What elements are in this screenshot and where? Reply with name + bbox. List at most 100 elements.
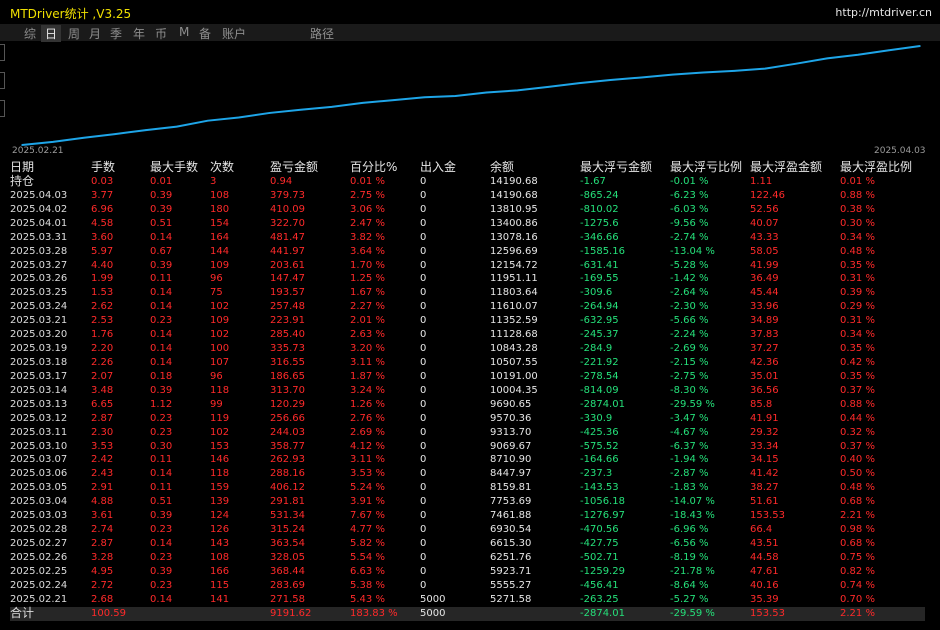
tab-10[interactable]: 账户 [222,27,247,41]
tab-7[interactable]: 币 [155,27,168,41]
left-scroll-handle[interactable] [0,72,5,89]
table-cell: 2.42 [91,454,114,466]
table-cell: -1276.97 [580,510,625,522]
tab-1[interactable]: 综 [24,27,37,41]
table-row[interactable]: 2025.03.13 6.65 1.12 99 120.29 1.26 % 0 9690.65… [10,398,925,412]
table-row[interactable]: 2025.03.06 2.43 0.14 118 288.16 3.53 % 0 8447.9… [10,467,925,481]
table-cell: 0.11 [150,482,173,494]
table-row[interactable]: 2025.03.19 2.20 0.14 100 335.73 3.20 % 0 10843.… [10,342,925,356]
column-header: 出入金 [420,160,457,175]
table-row[interactable]: 2025.03.05 2.91 0.11 159 406.12 5.24 % 0 8159.8… [10,481,925,495]
table-cell: -6.56 % [670,537,709,549]
tab-4[interactable]: 月 [89,27,102,41]
table-cell: 0.70 % [840,593,875,605]
table-cell: 120.29 [270,398,305,410]
table-row[interactable]: 2025.03.25 1.53 0.14 75 193.57 1.67 % 0 11803.6… [10,286,925,300]
tab-6[interactable]: 年 [133,27,146,41]
balance-point [361,102,364,104]
table-cell: 2025.03.28 [10,245,68,257]
table-row[interactable]: 2025.03.03 3.61 0.39 124 531.34 7.67 % 0 7461.8… [10,509,925,523]
table-cell: 0 [420,440,427,452]
table-cell: 5555.27 [490,579,532,591]
table-row[interactable]: 2025.03.10 3.53 0.30 153 358.77 4.12 % 0 9069.6… [10,440,925,454]
table-row[interactable]: 2025.04.03 3.77 0.39 108 379.73 2.75 % 0 14190.… [10,189,925,203]
table-row[interactable]: 2025.03.17 2.07 0.18 96 186.65 1.87 % 0 10191.0… [10,370,925,384]
table-cell: -6.23 % [670,189,709,201]
table-cell: 3.20 % [350,343,385,355]
table-cell: 9570.36 [490,412,532,424]
tab-11[interactable]: 路径 [310,27,335,41]
table-row[interactable]: 2025.03.26 1.99 0.11 96 147.47 1.25 % 0 11951.1… [10,272,925,286]
table-cell: 8447.97 [490,468,532,480]
table-cell: 100 [210,343,230,355]
table-cell: -2.15 % [670,356,709,368]
table-row[interactable]: 2025.03.21 2.53 0.23 109 223.91 2.01 % 0 11352.… [10,314,925,328]
table-row[interactable]: 2025.03.18 2.26 0.14 107 316.55 3.11 % 0 10507.… [10,356,925,370]
table-cell: 33.34 [750,440,779,452]
table-cell: 2025.04.01 [10,217,68,229]
table-cell: 4.77 % [350,524,385,536]
table-cell: 42.36 [750,356,779,368]
left-scroll-handle[interactable] [0,44,5,61]
table-cell: 257.48 [270,301,305,313]
table-row[interactable]: 2025.03.11 2.30 0.23 102 244.03 2.69 % 0 9313.7… [10,426,925,440]
tab-9[interactable]: 备 [199,27,212,41]
table-row[interactable]: 2025.02.28 2.74 0.23 126 315.24 4.77 % 0 6930.5… [10,523,925,537]
table-cell: 0.75 % [840,551,875,563]
table-cell: 1.25 % [350,273,385,285]
table-cell: -221.92 [580,356,619,368]
table-row[interactable]: 2025.03.24 2.62 0.14 102 257.48 2.27 % 0 11610.… [10,300,925,314]
table-cell: 2025.03.21 [10,315,68,327]
table-cell: -5.66 % [670,315,709,327]
table-cell: 2025.03.14 [10,384,68,396]
table-cell: 0.30 [150,440,173,452]
table-row[interactable]: 2025.03.14 3.48 0.39 118 313.70 3.24 % 0 10004.… [10,384,925,398]
table-cell: 0 [420,176,427,187]
table-row[interactable]: 2025.03.20 1.76 0.14 102 285.40 2.63 % 0 11128.… [10,328,925,342]
table-cell: 0.23 [150,315,173,327]
balance-point [145,129,147,131]
holding-row[interactable]: 持仓 0.03 0.01 3 0.94 0.01 % 0 14190.68 -1.67 -0.01… [10,174,925,189]
balance-point [795,62,797,65]
table-row[interactable]: 2025.02.24 2.72 0.23 115 283.69 5.38 % 0 5555.2… [10,579,925,593]
table-row[interactable]: 2025.02.21 2.68 0.14 141 271.58 5.43 % 5000 527… [10,593,925,607]
table-cell: 0.11 [150,273,173,285]
table-cell: 0.40 % [840,454,875,466]
table-row[interactable]: 2025.03.04 4.88 0.51 139 291.81 3.91 % 0 7753.6… [10,495,925,509]
table-cell: 10004.35 [490,384,538,396]
table-cell: 0.82 % [840,565,875,577]
table-row[interactable]: 2025.04.01 4.58 0.51 154 322.70 2.47 % 0 13400.… [10,217,925,231]
table-row[interactable]: 2025.03.27 4.40 0.39 109 203.61 1.70 % 0 12154.… [10,259,925,273]
table-cell: 0.14 [150,343,173,355]
table-cell: 335.73 [270,343,305,355]
table-row[interactable]: 2025.02.26 3.28 0.23 108 328.05 5.54 % 0 6251.7… [10,551,925,565]
table-row[interactable]: 2025.03.28 5.97 0.67 144 441.97 3.64 % 0 12596.… [10,245,925,259]
table-cell: 285.40 [270,329,305,341]
tab-5[interactable]: 季 [110,27,123,41]
table-cell: 119 [210,412,230,424]
tab-2[interactable]: 日 [41,25,62,42]
table-row[interactable]: 2025.03.12 2.87 0.23 119 256.66 2.76 % 0 9570.3… [10,412,925,426]
table-cell: -575.52 [580,440,619,452]
table-cell: 315.24 [270,524,305,536]
table-cell: 118 [210,384,230,396]
table-cell: 0.50 % [840,468,875,480]
website-link[interactable]: http://mtdriver.cn [835,6,932,19]
table-cell: 0.68 % [840,496,875,508]
tab-3[interactable]: 周 [68,27,81,41]
table-cell: -9.56 % [670,217,709,229]
total-row[interactable]: 合计 100.59 9191.62 183.83 % 5000 -2874.01 -29.5… [10,606,925,621]
table-row[interactable]: 2025.03.31 3.60 0.14 164 481.47 3.82 % 0 13078.… [10,231,925,245]
table-cell: 0 [420,301,427,313]
left-scroll-handle[interactable] [0,100,5,117]
table-cell: 0 [420,245,427,257]
table-cell: 43.51 [750,537,779,549]
table-row[interactable]: 2025.02.27 2.87 0.14 143 363.54 5.82 % 0 6615.3… [10,537,925,551]
table-cell: 2025.03.10 [10,440,68,452]
title-bar: MTDriver统计 ,V3.25 http://mtdriver.cn [0,0,940,24]
tab-8[interactable]: M [179,25,190,39]
table-cell: 0.31 % [840,315,875,327]
table-row[interactable]: 2025.03.07 2.42 0.11 146 262.93 3.11 % 0 8710.9… [10,453,925,467]
table-row[interactable]: 2025.04.02 6.96 0.39 180 410.09 3.06 % 0 13810.… [10,203,925,217]
table-row[interactable]: 2025.02.25 4.95 0.39 166 368.44 6.63 % 0 5923.7… [10,565,925,579]
